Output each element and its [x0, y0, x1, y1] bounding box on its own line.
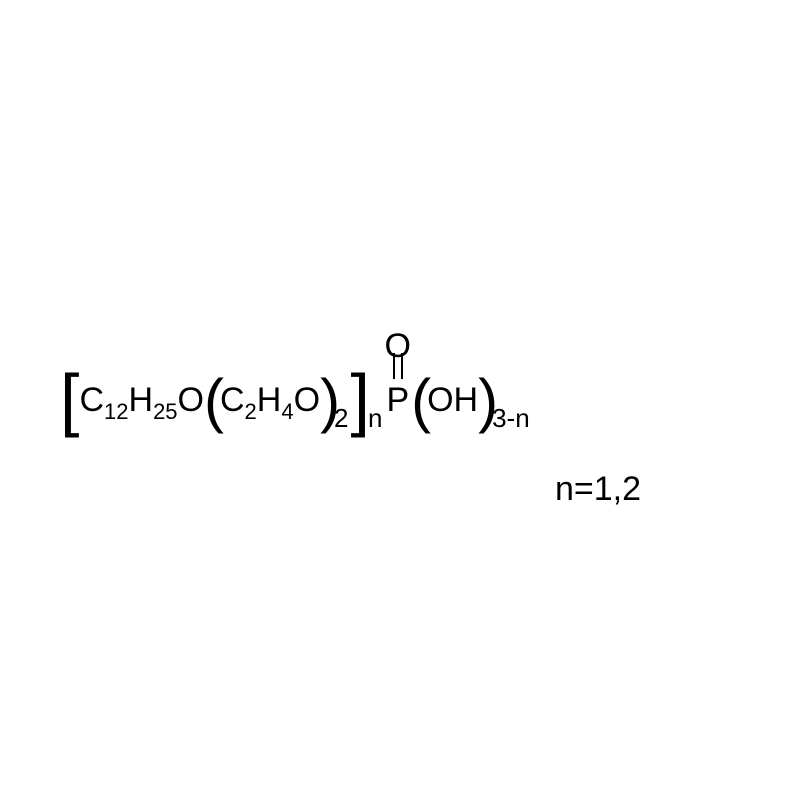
open-paren-hydroxyl: ( — [411, 373, 427, 429]
open-square-bracket: [ — [60, 369, 79, 429]
double-bond-icon — [392, 353, 404, 379]
phosphorus-center: O P — [386, 375, 409, 425]
carbon-symbol: C — [220, 375, 245, 425]
phosphorus-symbol: P — [386, 381, 409, 419]
outer-repeat-subscript: n — [368, 403, 382, 434]
oxygen-symbol: O — [294, 375, 320, 425]
hydrogen-symbol: H — [129, 375, 154, 425]
hydrogen-count: 25 — [153, 401, 177, 423]
hydrogen-symbol: H — [257, 375, 282, 425]
open-paren-ethoxy: ( — [204, 373, 220, 429]
n-definition-note: n=1,2 — [555, 470, 641, 509]
carbon-count: 2 — [245, 401, 257, 423]
chemical-formula-canvas: [ C 12 H 25 O ( C 2 H 4 O ) 2 ] n O P ( — [0, 0, 800, 800]
oxygen-symbol: O — [178, 375, 204, 425]
structural-formula: [ C 12 H 25 O ( C 2 H 4 O ) 2 ] n O P ( — [60, 375, 532, 435]
hydrogen-count: 4 — [281, 401, 293, 423]
ethoxy-repeat-subscript: 2 — [334, 403, 348, 434]
alkyl-group: C 12 H 25 O — [79, 375, 204, 425]
ethoxy-group: C 2 H 4 O — [220, 375, 320, 425]
hydroxyl-group: OH — [427, 375, 478, 425]
carbon-symbol: C — [79, 375, 104, 425]
carbon-count: 12 — [104, 401, 128, 423]
hydroxyl-repeat-subscript: 3-n — [492, 403, 530, 434]
